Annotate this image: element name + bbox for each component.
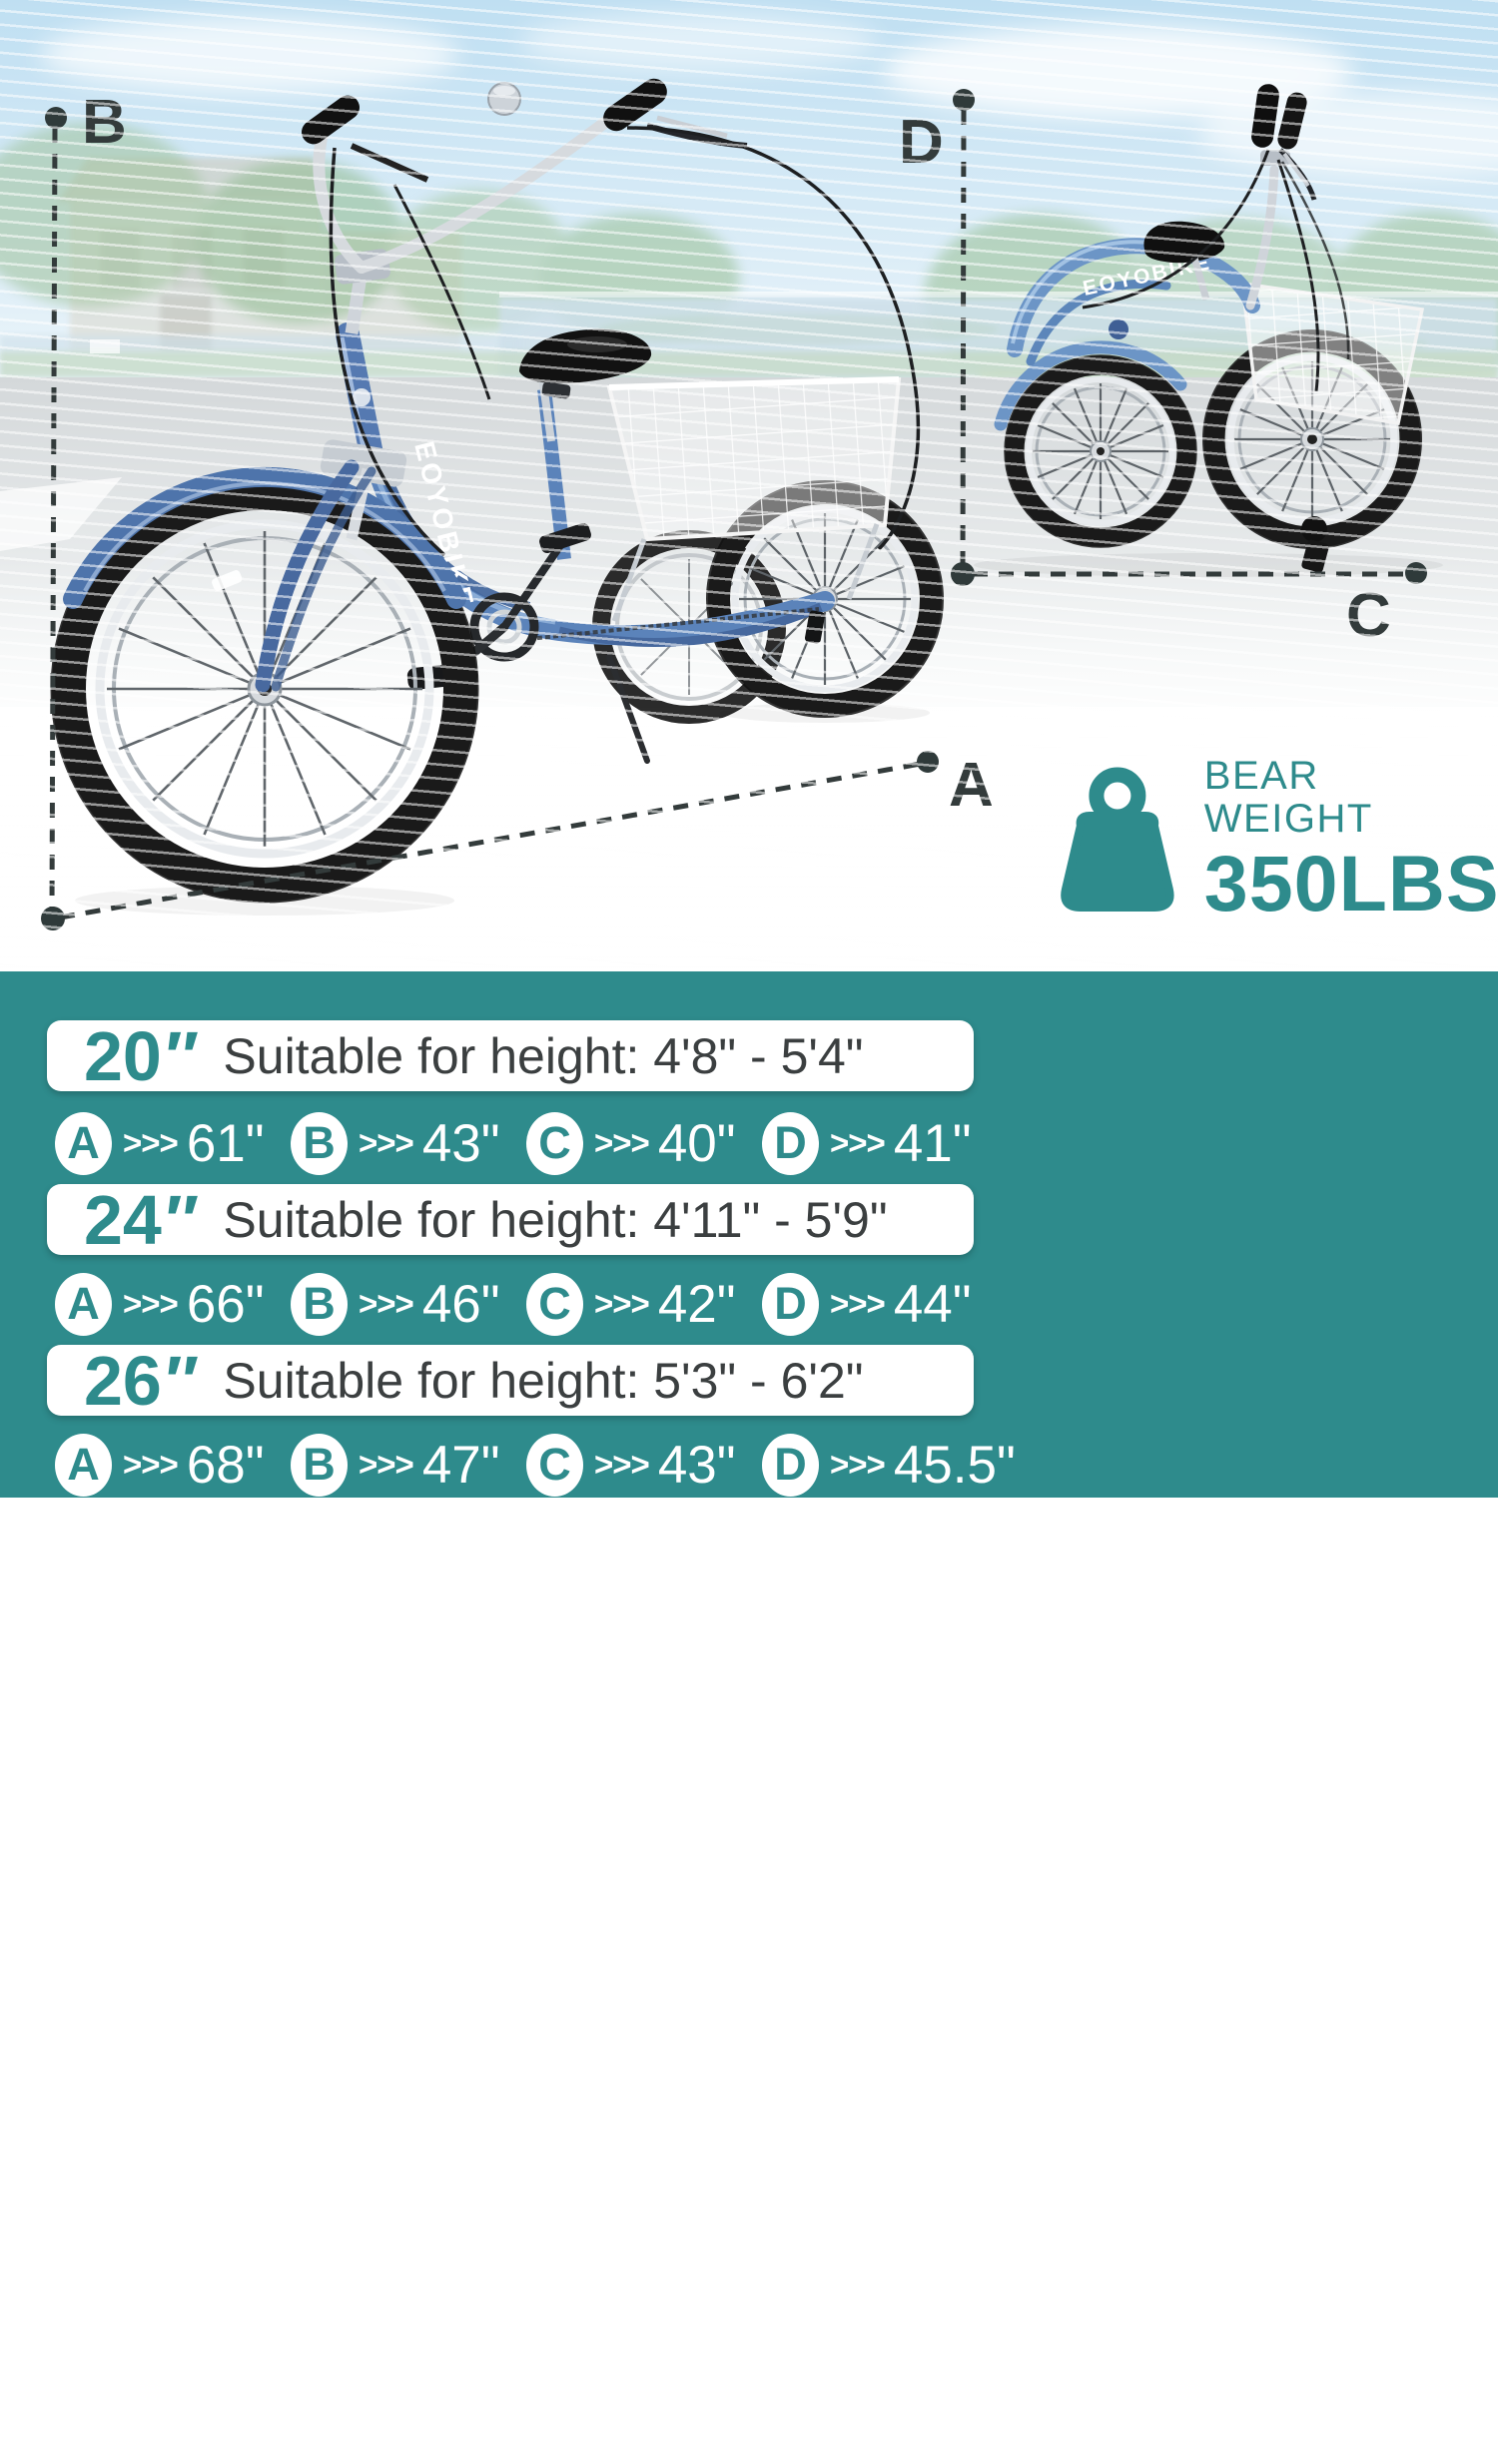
woman-silhouette	[1278, 2015, 1382, 2454]
curb-line	[0, 477, 122, 551]
folded-cables	[1082, 149, 1350, 392]
weight-icon	[1061, 767, 1174, 912]
basket-stay-left	[611, 538, 647, 622]
chevron-icon: >>>	[359, 1285, 414, 1322]
dimension-dots	[41, 89, 1427, 930]
size-value: 26″	[84, 1341, 196, 1420]
dim-key-badge: C	[526, 1272, 583, 1336]
dim-group: A >>> 61"	[55, 1111, 291, 1175]
dim-key-badge: D	[762, 1272, 819, 1336]
folded-tricycle: EOYOBIKE	[974, 84, 1443, 577]
dim-key-badge: C	[526, 1111, 583, 1175]
dim-value: 41"	[893, 1113, 972, 1173]
folded-front-wheel	[1004, 354, 1197, 548]
photo-scene: EOYOBIKE	[0, 0, 1498, 971]
dim-value: 44"	[893, 1274, 972, 1334]
dim-group: B >>> 47"	[291, 1433, 526, 1497]
dim-value: 42"	[657, 1274, 736, 1334]
weight-value: 350LBS	[1203, 839, 1498, 928]
dim-value: 61"	[186, 1113, 265, 1173]
dimension-line-b	[49, 127, 58, 912]
suitable-height-text: Suitable for height: 4'8" - 5'4"	[223, 1027, 864, 1084]
chevron-icon: >>>	[123, 1124, 179, 1161]
dimension-lines	[49, 109, 1408, 921]
folded-saddle	[1143, 221, 1225, 301]
size-header-24: 24″ Suitable for height: 4'11" - 5'9"	[47, 1184, 974, 1255]
dim-key-badge: D	[762, 1111, 819, 1175]
chevron-icon: >>>	[594, 1124, 650, 1161]
dim-key-badge: B	[291, 1111, 348, 1175]
dim-value: 68"	[186, 1435, 265, 1495]
far-shore-rail	[499, 292, 1498, 298]
man-silhouette	[1096, 1974, 1227, 2431]
size-header-20: 20″ Suitable for height: 4'8" - 5'4"	[47, 1020, 974, 1091]
dimension-labels: B D A C	[82, 88, 1391, 820]
chevron-icon: >>>	[830, 1124, 886, 1161]
dim-key-badge: B	[291, 1272, 348, 1336]
product-photo: EOYOBIKE	[0, 0, 1498, 971]
dim-value: 43"	[421, 1113, 500, 1173]
size-dims-24: A >>> 66" B >>> 46" C >>> 42" D >>> 44"	[55, 1271, 972, 1337]
chevron-icon: >>>	[359, 1446, 414, 1483]
front-fork	[63, 439, 466, 693]
dim-label-c: C	[1346, 581, 1391, 650]
chevron-icon: >>>	[830, 1446, 886, 1483]
dim-value: 66"	[186, 1274, 265, 1334]
front-wheel	[50, 474, 479, 904]
dim-group: A >>> 68"	[55, 1433, 291, 1497]
suitable-height-text: Suitable for height: 5'3" - 6'2"	[223, 1352, 864, 1409]
saddle	[519, 328, 652, 399]
road-mark	[90, 339, 120, 353]
weight-label: BEAR WEIGHT	[1203, 754, 1373, 842]
weight-text: BEAR WEIGHT 350LBS	[1203, 754, 1498, 928]
suitable-height-text: Suitable for height: 4'11" - 5'9"	[223, 1191, 888, 1248]
size-dims-26: A >>> 68" B >>> 47" C >>> 43" D >>> 45.5"	[55, 1432, 1016, 1498]
dim-group: C >>> 43"	[526, 1433, 762, 1497]
dim-group: B >>> 43"	[291, 1111, 526, 1175]
size-value: 24″	[84, 1180, 196, 1259]
dim-value: 46"	[421, 1274, 500, 1334]
cargo-basket	[606, 376, 902, 542]
chevron-icon: >>>	[123, 1285, 179, 1322]
chevron-icon: >>>	[594, 1285, 650, 1322]
chevron-icon: >>>	[830, 1285, 886, 1322]
dim-key-badge: D	[762, 1433, 819, 1497]
size-header-26: 26″ Suitable for height: 5'3" - 6'2"	[47, 1345, 974, 1416]
weight-badge: BEAR WEIGHT 350LBS	[1057, 754, 1498, 928]
folded-derailleur	[1301, 516, 1329, 573]
dim-group: C >>> 40"	[526, 1111, 762, 1175]
size-chart-panel: 20″ Suitable for height: 4'8" - 5'4" A >>…	[0, 971, 1498, 2454]
dim-value: 43"	[657, 1435, 736, 1495]
chevron-icon: >>>	[123, 1446, 179, 1483]
basket-stay-right	[846, 523, 880, 600]
dim-key-badge: B	[291, 1433, 348, 1497]
dim-key-badge: A	[55, 1272, 112, 1336]
dim-group: C >>> 42"	[526, 1272, 762, 1336]
dim-value: 45.5"	[893, 1435, 1016, 1495]
dim-group: A >>> 66"	[55, 1272, 291, 1336]
dim-value: 47"	[421, 1435, 500, 1495]
dim-label-a: A	[949, 751, 994, 820]
chevron-icon: >>>	[594, 1446, 650, 1483]
folded-basket	[1239, 281, 1425, 426]
dimension-line-a	[59, 761, 922, 921]
size-value: 20″	[84, 1016, 196, 1095]
dim-key-badge: A	[55, 1111, 112, 1175]
rider-silhouettes	[1096, 1974, 1382, 2454]
main-tricycle: EOYOBIKE	[50, 78, 944, 916]
folded-fender	[994, 340, 1187, 431]
size-dims-20: A >>> 61" B >>> 43" C >>> 40" D >>> 41"	[55, 1110, 972, 1176]
chevron-icon: >>>	[359, 1124, 414, 1161]
product-infographic: { "colors": { "accent": "#2e8b8c", "dim"…	[0, 0, 1498, 1498]
cables	[329, 126, 921, 557]
dim-key-badge: C	[526, 1433, 583, 1497]
dim-group: B >>> 46"	[291, 1272, 526, 1336]
dim-label-d: D	[899, 108, 944, 177]
dim-group: D >>> 44"	[762, 1272, 972, 1336]
dim-group: D >>> 45.5"	[762, 1433, 1016, 1497]
dim-label-b: B	[82, 88, 127, 157]
dim-value: 40"	[657, 1113, 736, 1173]
dim-group: D >>> 41"	[762, 1111, 972, 1175]
dim-key-badge: A	[55, 1433, 112, 1497]
